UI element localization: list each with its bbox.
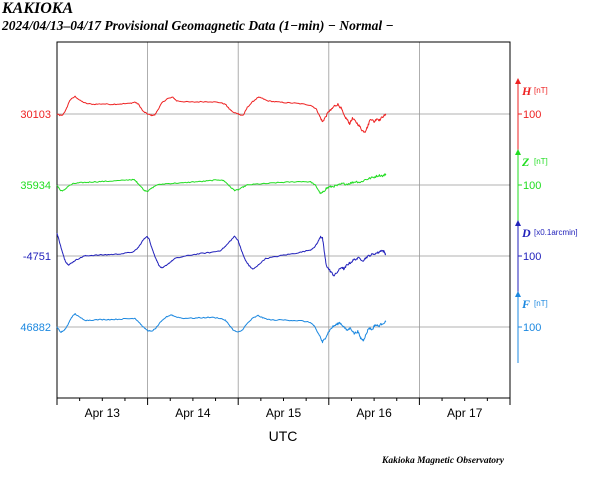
series-unit-h: [nT]: [534, 86, 548, 95]
series-traces: [56, 95, 387, 344]
series-unit-d: [x0.1arcmin]: [534, 228, 578, 237]
series-name-z: Z: [521, 155, 530, 169]
scale-value-z: 100: [523, 180, 541, 192]
x-tick-label: Apr 17: [447, 406, 483, 420]
scale-value-h: 100: [523, 109, 541, 121]
x-tick-label: Apr 15: [266, 406, 302, 420]
x-axis-label: UTC: [269, 428, 298, 444]
series-line-h: [56, 95, 387, 133]
station-title: KAKIOKA: [2, 0, 74, 17]
baseline-label-d: -4751: [23, 251, 51, 263]
series-unit-f: [nT]: [534, 299, 548, 308]
series-line-d: [56, 233, 387, 277]
scale-value-d: 100: [523, 251, 541, 263]
series-name-f: F: [521, 297, 530, 311]
series-line-z: [56, 173, 387, 195]
x-tick-label: Apr 16: [356, 406, 392, 420]
series-line-f: [56, 313, 387, 344]
observatory-credit: Kakioka Magnetic Observatory: [382, 456, 504, 466]
x-tick-label: Apr 13: [85, 406, 121, 420]
series-unit-z: [nT]: [534, 157, 548, 166]
plot-frame: [56, 41, 511, 399]
chart-subtitle: 2024/04/13–04/17 Provisional Geomagnetic…: [2, 18, 394, 33]
scale-arrow: [515, 149, 521, 155]
x-axis: Apr 13 Apr 14 Apr 15 Apr 16 Apr 17: [56, 398, 511, 420]
scale-arrow: [515, 78, 521, 84]
x-tick-label: Apr 14: [175, 406, 211, 420]
baseline-label-z: 35934: [20, 180, 51, 192]
baseline-label-h: 30103: [20, 109, 51, 121]
scale-value-f: 100: [523, 322, 541, 334]
grid-lines: [57, 42, 510, 398]
scale-arrow: [515, 291, 521, 297]
scale-arrow: [515, 220, 521, 226]
series-name-d: D: [521, 226, 531, 240]
baseline-label-f: 46882: [20, 322, 51, 334]
series-name-h: H: [521, 84, 532, 98]
